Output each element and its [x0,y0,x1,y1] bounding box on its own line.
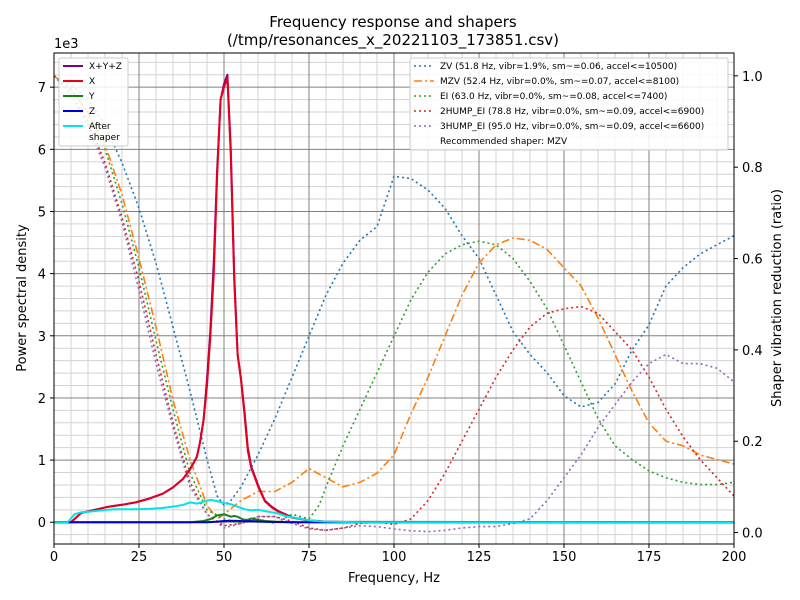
x-axis: 0 25 50 75 100 125 150 175 200 [50,544,747,565]
shaper-lines [53,75,735,533]
y2-tick-label: 0.0 [742,527,763,542]
x-tick-label: 50 [216,550,233,565]
y2-tick-label: 0.2 [742,435,763,450]
y2-tick-label: 0.8 [742,161,763,176]
x-tick-label: 75 [301,550,318,565]
y-axis-right: 0.0 0.2 0.4 0.6 0.8 1.0 [734,70,763,542]
recommended-shaper-label: Recommended shaper: MZV [440,137,568,147]
x-axis-label: Frequency, Hz [348,571,440,586]
x-tick-label: 0 [50,550,58,565]
chart-subtitle: (/tmp/resonances_x_20221103_173851.csv) [227,31,559,50]
legend-right: ZV (51.8 Hz, vibr=1.9%, sm~=0.06, accel<… [409,57,729,151]
y-tick-label: 7 [38,81,46,96]
legend-left-label: X+Y+Z [89,62,122,72]
legend-right-label: 3HUMP_EI (95.0 Hz, vibr=0.0%, sm~=0.09, … [440,122,704,132]
legend-left-label: Y [88,92,95,102]
y-axis-label: Power spectral density [15,224,30,372]
x-tick-label: 150 [552,550,577,565]
y2-tick-label: 1.0 [742,70,763,85]
legend-right-label: 2HUMP_EI (78.8 Hz, vibr=0.0%, sm~=0.09, … [440,107,704,117]
y-scale-label: 1e3 [54,37,79,52]
x-tick-label: 25 [131,550,148,565]
shaper-line-1 [53,75,735,520]
legend-right-label: EI (63.0 Hz, vibr=0.0%, sm~=0.08, accel<… [440,92,667,102]
psd-line-3 [54,519,734,524]
shaper-line-4 [53,75,735,533]
legend-right-box [409,57,729,151]
y-axis-left: 0 1 2 3 4 5 6 7 [38,81,54,531]
shaper-line-3 [53,75,735,532]
legend-left-label: After [89,122,111,132]
psd-line-2 [54,513,734,524]
legend-left-label: X [89,77,95,87]
legend-right-label: ZV (51.8 Hz, vibr=1.9%, sm~=0.06, accel<… [440,62,677,72]
x-tick-label: 100 [382,550,407,565]
legend-left-label: shaper [89,133,120,143]
y2-tick-label: 0.6 [742,253,763,268]
psd-lines [54,73,735,524]
y-tick-label: 1 [38,454,46,469]
y-tick-label: 3 [38,330,46,345]
psd-line-1 [54,76,735,524]
y-tick-label: 4 [38,268,46,283]
x-tick-label: 125 [467,550,492,565]
y2-tick-label: 0.4 [742,344,763,359]
psd-line-4 [54,498,734,524]
x-tick-label: 175 [637,550,662,565]
y-tick-label: 0 [38,516,46,531]
legend-left-label: Z [89,107,95,117]
shaper-line-0 [53,75,735,507]
y-tick-label: 2 [38,392,46,407]
y2-axis-label: Shaper vibration reduction (ratio) [770,189,785,407]
legend-right-label: MZV (52.4 Hz, vibr=0.0%, sm~=0.07, accel… [440,77,679,87]
x-tick-label: 200 [722,550,747,565]
y-tick-label: 6 [38,143,46,158]
y-tick-label: 5 [38,205,46,220]
chart-title: Frequency response and shapers [269,13,517,31]
